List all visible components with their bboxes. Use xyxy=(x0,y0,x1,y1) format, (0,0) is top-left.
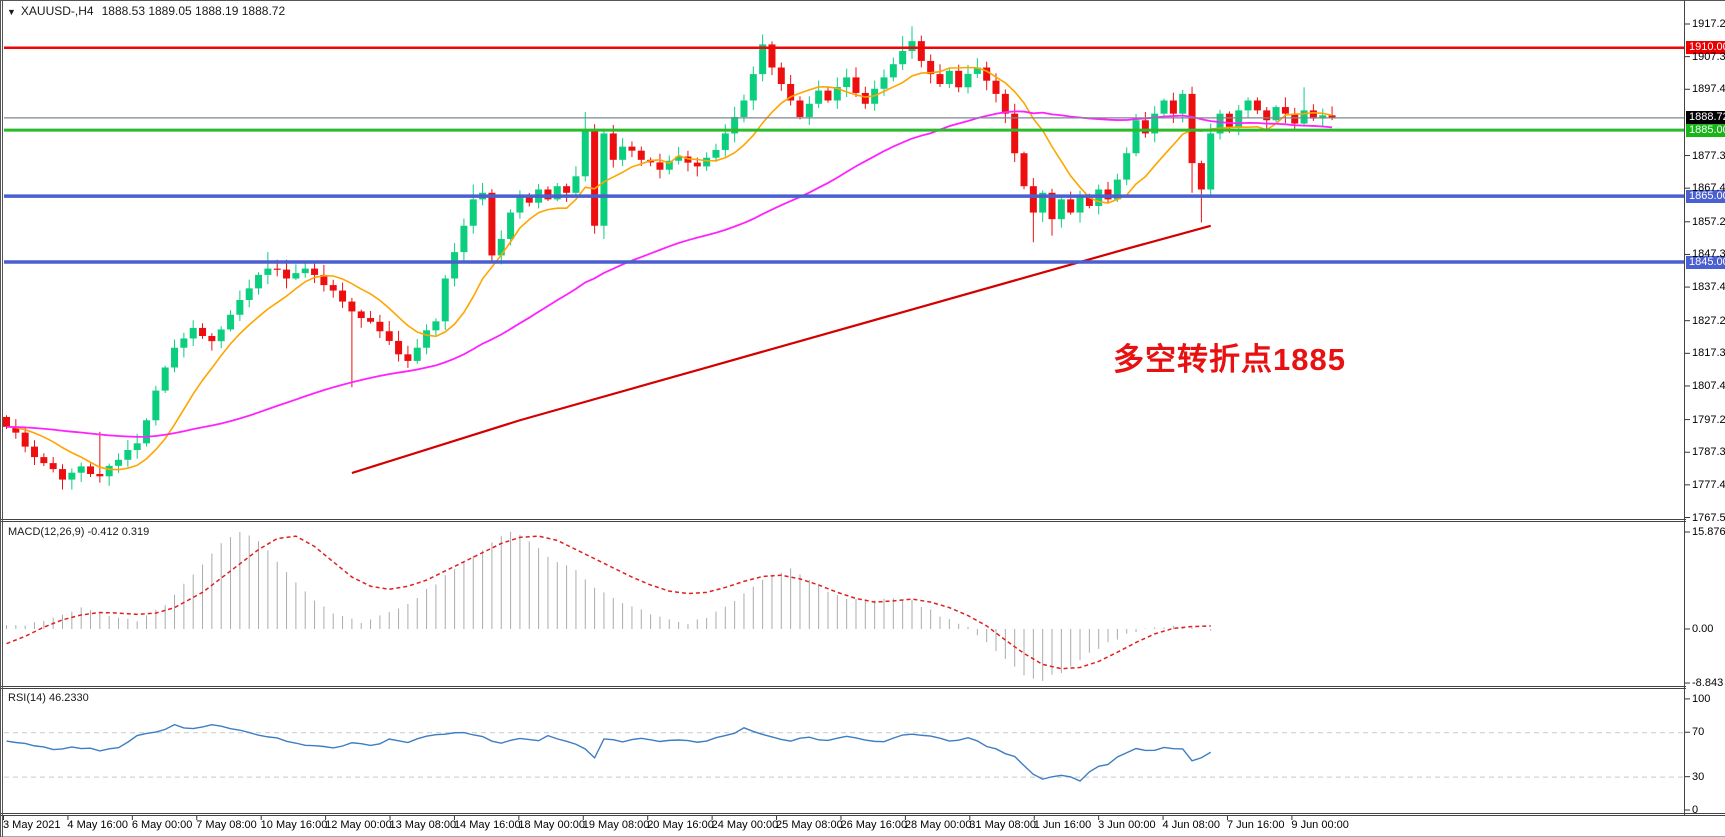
date-tick-label: 9 Jun 00:00 xyxy=(1291,819,1349,831)
date-tick-label: 18 May 00:00 xyxy=(518,819,586,831)
price-tick-label: 1777.40 xyxy=(1692,478,1725,491)
macd-signal-line xyxy=(6,535,1211,670)
rsi-scale-label: 100 xyxy=(1692,692,1711,705)
date-tick-label: 13 May 08:00 xyxy=(389,819,457,831)
date-tick-label: 25 May 08:00 xyxy=(776,819,843,831)
rsi-line xyxy=(6,723,1212,782)
price-tick-label: 1797.20 xyxy=(1692,413,1725,426)
price-tick-label: 1817.30 xyxy=(1692,347,1725,360)
price-tick-label: 1867.40 xyxy=(1692,182,1725,195)
price-level-badge-1910.00: 1910.00 xyxy=(1686,41,1725,55)
price-level-badge-1845.00: 1845.00 xyxy=(1686,255,1725,269)
date-tick-label: 3 May 2021 xyxy=(3,819,61,831)
date-tick-label: 24 May 00:00 xyxy=(711,819,779,831)
macd-scale-label: -8.843 xyxy=(1692,677,1724,690)
price-level-badge-1888.72: 1888.72 xyxy=(1686,111,1725,125)
candlestick-series xyxy=(3,26,1336,490)
date-tick-label: 7 Jun 16:00 xyxy=(1226,819,1285,831)
date-tick-label: 1 Jun 16:00 xyxy=(1033,819,1092,831)
price-level-badge-1885.00: 1885.00 xyxy=(1686,123,1725,137)
symbol-period-label: XAUUSD-,H4 xyxy=(20,4,94,18)
macd-indicator-label: MACD(12,26,9) -0.412 0.319 xyxy=(8,526,150,538)
fast-ma-line xyxy=(6,66,1333,471)
ohlc-values-label: 1888.53 1889.05 1888.19 1888.72 xyxy=(101,4,286,18)
price-level-badge-1865.00: 1865.00 xyxy=(1686,189,1725,203)
rsi-indicator-label: RSI(14) 46.2330 xyxy=(8,692,89,704)
macd-histogram-series xyxy=(6,531,1212,681)
price-tick-label: 1837.40 xyxy=(1692,281,1725,294)
macd-scale-label: 0.00 xyxy=(1692,623,1714,635)
price-tick-label: 1787.30 xyxy=(1692,446,1725,459)
date-tick-label: 20 May 16:00 xyxy=(647,819,714,831)
price-tick-label: 1877.30 xyxy=(1692,149,1725,162)
slow-ma-line xyxy=(6,110,1333,438)
date-tick-label: 19 May 08:00 xyxy=(582,819,650,831)
price-tick-label: 1767.50 xyxy=(1692,511,1725,524)
date-tick-label: 6 May 00:00 xyxy=(131,819,193,831)
rsi-scale-label: 30 xyxy=(1692,770,1705,783)
date-tick-label: 31 May 08:00 xyxy=(969,819,1036,831)
date-tick-label: 12 May 00:00 xyxy=(325,819,392,831)
chevron-down-icon[interactable]: ▼ xyxy=(7,7,16,17)
date-tick-label: 4 Jun 08:00 xyxy=(1162,819,1221,831)
price-tick-label: 1917.20 xyxy=(1692,18,1725,30)
rsi-scale-label: 70 xyxy=(1692,726,1705,739)
date-tick-label: 7 May 08:00 xyxy=(196,819,257,831)
date-tick-label: 10 May 16:00 xyxy=(260,819,328,831)
rsi-scale-label: 0 xyxy=(1692,804,1699,816)
price-tick-label: 1847.30 xyxy=(1692,248,1725,261)
price-tick-label: 1907.30 xyxy=(1692,50,1725,63)
price-tick-label: 1857.20 xyxy=(1692,215,1725,228)
date-tick-label: 28 May 00:00 xyxy=(904,819,972,831)
annotation-text: 多空转折点1885 xyxy=(1113,342,1346,377)
date-tick-label: 14 May 16:00 xyxy=(453,819,521,831)
date-tick-label: 4 May 16:00 xyxy=(67,819,128,831)
price-tick-label: 1897.40 xyxy=(1692,83,1725,96)
date-tick-label: 26 May 16:00 xyxy=(840,819,908,831)
chart-title: ▼ XAUUSD-,H4 1888.53 1889.05 1888.19 1888.… xyxy=(7,4,285,18)
date-tick-label: 3 Jun 00:00 xyxy=(1098,819,1156,831)
trendline-red[interactable] xyxy=(351,224,1212,475)
macd-scale-label: 15.876 xyxy=(1692,525,1725,538)
price-tick-label: 1827.20 xyxy=(1692,314,1725,327)
price-tick-label: 1807.40 xyxy=(1692,379,1725,392)
